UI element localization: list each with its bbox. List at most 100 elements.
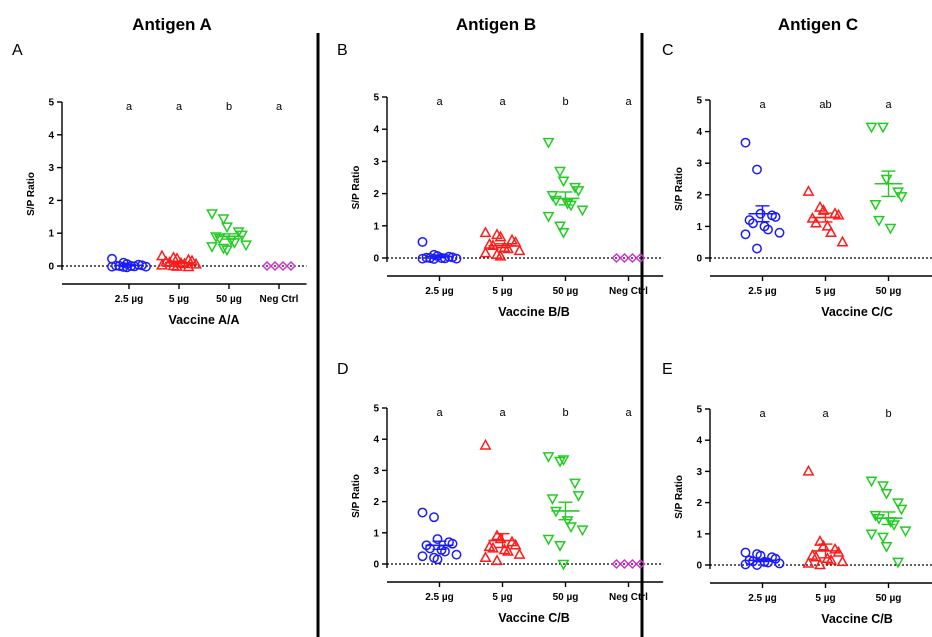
y-tick-label-1: 1	[696, 222, 702, 233]
data-point-neg	[619, 252, 630, 264]
data-point-neg	[627, 252, 638, 264]
data-point-g5	[802, 556, 815, 568]
x-tick-label-g50: 50 µg	[876, 286, 902, 297]
y-tick-label-3: 3	[373, 466, 379, 477]
significance-letter-g25: a	[759, 99, 766, 111]
data-point-g25	[740, 547, 751, 558]
data-point-g50	[561, 516, 574, 527]
panels: A 0 1 2 3 4 5 S/P Ratio 2.5 µg 5 µg 50 µg Neg Ctrl V…	[12, 42, 932, 626]
data-point-g5	[509, 538, 522, 550]
y-tick-label-3: 3	[48, 163, 54, 174]
data-point-g50	[880, 488, 893, 500]
data-point-g5	[513, 244, 526, 256]
data-point-g50	[542, 534, 555, 546]
significance-letter-g5: a	[822, 408, 829, 420]
y-tick-label-5: 5	[373, 93, 379, 104]
x-tick-label-g50: 50 µg	[876, 593, 902, 604]
data-point-neg	[627, 558, 638, 570]
data-point-g50	[572, 491, 585, 502]
data-point-g5	[821, 219, 834, 231]
y-axis-label: S/P Ratio	[351, 474, 362, 518]
data-point-g25	[118, 262, 129, 272]
data-point-g50	[572, 186, 585, 197]
y-axis-label: S/P Ratio	[674, 475, 685, 519]
data-point-g25	[440, 546, 450, 557]
x-tick-label-g25: 2.5 µg	[425, 286, 454, 297]
data-point-g5	[814, 535, 826, 546]
data-point-g50	[542, 452, 555, 463]
y-tick-label-4: 4	[373, 435, 379, 446]
data-point-g50	[554, 166, 566, 178]
data-point-g25	[451, 549, 462, 560]
data-point-g50	[565, 200, 577, 212]
x-tick-label-g25: 2.5 µg	[748, 286, 777, 297]
data-point-g50	[217, 243, 230, 255]
series-g50	[206, 209, 252, 257]
significance-letter-g25: a	[126, 101, 133, 113]
data-point-g50	[895, 504, 908, 516]
data-point-g50	[542, 137, 555, 149]
data-point-g5	[487, 541, 499, 553]
data-point-g5	[810, 216, 822, 228]
data-point-g5	[479, 226, 492, 238]
series-g25	[417, 507, 462, 565]
significance-letter-g50: b	[226, 101, 232, 113]
data-point-neg	[611, 252, 622, 264]
data-point-g50	[865, 529, 878, 541]
x-tick-label-g50: 50 µg	[553, 592, 579, 603]
x-tick-label-neg: Neg Ctrl	[609, 286, 648, 297]
y-tick-label-4: 4	[373, 125, 379, 136]
data-point-neg	[269, 260, 281, 272]
data-point-g50	[880, 542, 893, 553]
series-g50	[542, 452, 589, 571]
series-g50	[542, 137, 589, 239]
series-g25	[417, 236, 462, 264]
series-g50	[865, 122, 908, 235]
column-title-antigen-c: Antigen C	[778, 15, 858, 34]
data-point-g25	[740, 229, 751, 240]
y-axis-label: S/P Ratio	[351, 166, 362, 210]
data-point-g50	[206, 209, 218, 221]
data-point-g50	[569, 478, 581, 490]
data-point-g50	[554, 541, 566, 552]
data-point-g5	[156, 258, 168, 270]
data-point-g50	[865, 122, 878, 134]
data-point-g50	[213, 233, 226, 245]
data-point-g25	[107, 261, 117, 272]
data-point-neg	[611, 558, 622, 570]
data-point-g5	[186, 254, 198, 266]
data-point-g50	[869, 200, 882, 211]
series-g25	[740, 137, 785, 254]
data-point-g25	[770, 211, 781, 222]
x-tick-label-g50: 50 µg	[553, 286, 579, 297]
data-point-g5	[825, 226, 837, 237]
data-point-g25	[740, 137, 751, 148]
y-tick-label-0: 0	[696, 561, 702, 572]
significance-letter-g5: a	[499, 407, 506, 419]
data-point-neg	[277, 260, 289, 272]
x-tick-label-neg: Neg Ctrl	[260, 294, 299, 305]
data-point-g50	[884, 223, 897, 235]
significance-letter-g5: ab	[819, 99, 831, 111]
y-tick-label-0: 0	[373, 254, 379, 265]
x-tick-label-g5: 5 µg	[492, 592, 512, 603]
series-g5	[802, 185, 849, 247]
y-tick-label-3: 3	[696, 467, 702, 478]
data-point-g25	[447, 538, 458, 549]
data-point-g50	[895, 192, 908, 203]
y-tick-label-4: 4	[48, 130, 54, 141]
y-tick-label-3: 3	[373, 157, 379, 168]
series-g5	[156, 249, 202, 272]
data-point-g50	[565, 522, 577, 534]
data-point-g50	[221, 222, 233, 234]
data-point-g50	[557, 455, 570, 467]
data-point-g5	[513, 548, 526, 559]
data-point-g25	[763, 224, 773, 235]
data-point-g50	[892, 557, 904, 569]
data-point-g25	[774, 558, 785, 569]
data-point-g50	[877, 481, 889, 492]
y-tick-label-2: 2	[48, 196, 54, 207]
series-g25	[740, 547, 785, 570]
x-tick-label-g25: 2.5 µg	[748, 593, 777, 604]
data-point-g25	[417, 507, 428, 518]
